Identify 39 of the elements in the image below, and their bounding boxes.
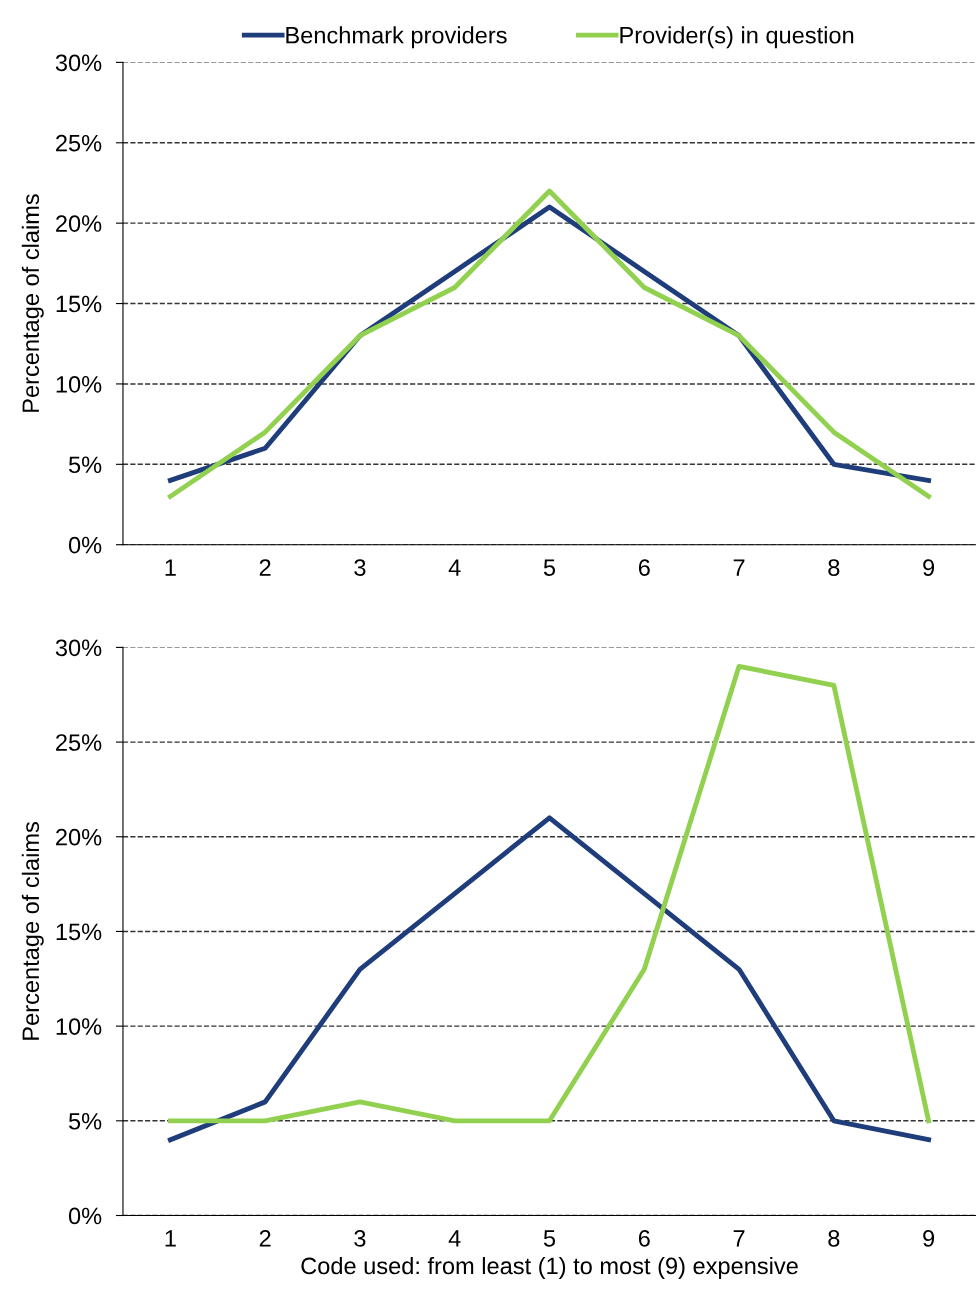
x-tick-label: 1	[165, 559, 176, 576]
x-tick-label: 7	[733, 559, 745, 576]
legend-label: Benchmark providers	[286, 26, 507, 49]
y-tick-label: 5%	[68, 1112, 102, 1130]
y-tick-label: 15%	[56, 295, 102, 313]
x-tick-label: 3	[354, 559, 366, 576]
y-tick-label: 0%	[68, 1207, 102, 1225]
y-tick-label: 30%	[55, 639, 102, 657]
x-tick-label: 6	[638, 1230, 650, 1247]
y-tick-label: 25%	[56, 734, 102, 751]
x-tick-label: 2	[259, 1230, 271, 1247]
y-tick-label: 10%	[56, 376, 102, 393]
y-tick-label: 25%	[56, 134, 102, 152]
line-series	[167, 663, 932, 1124]
y-tick-label: 5%	[68, 456, 102, 474]
line-series	[167, 815, 932, 1143]
x-tick-label: 8	[828, 1230, 840, 1247]
y-tick-label: 20%	[56, 215, 102, 232]
x-tick-label: 7	[733, 1230, 745, 1247]
x-tick-label: 5	[543, 1230, 556, 1247]
y-tick-label: 20%	[56, 828, 102, 846]
y-tick-label: 30%	[55, 54, 102, 72]
x-tick-label: 4	[448, 1230, 461, 1247]
x-tick-label: 6	[638, 559, 650, 576]
y-axis-title: Percentage of claims	[21, 194, 44, 412]
x-tick-label: 1	[165, 1230, 176, 1247]
x-tick-label: 9	[923, 559, 935, 576]
x-tick-label: 8	[828, 559, 840, 576]
y-tick-label: 0%	[68, 536, 102, 554]
x-tick-label: 3	[354, 1230, 366, 1247]
y-tick-label: 15%	[56, 923, 102, 941]
y-tick-label: 10%	[56, 1018, 102, 1035]
y-axis-title: Percentage of claims	[21, 822, 44, 1040]
legend-label: Provider(s) in question	[620, 26, 854, 49]
x-axis-title: Code used: from least (1) to most (9) expensive	[301, 1256, 798, 1279]
x-tick-label: 5	[543, 559, 556, 576]
x-tick-label: 4	[448, 559, 461, 576]
x-tick-label: 9	[923, 1230, 935, 1247]
x-tick-label: 2	[259, 559, 271, 576]
